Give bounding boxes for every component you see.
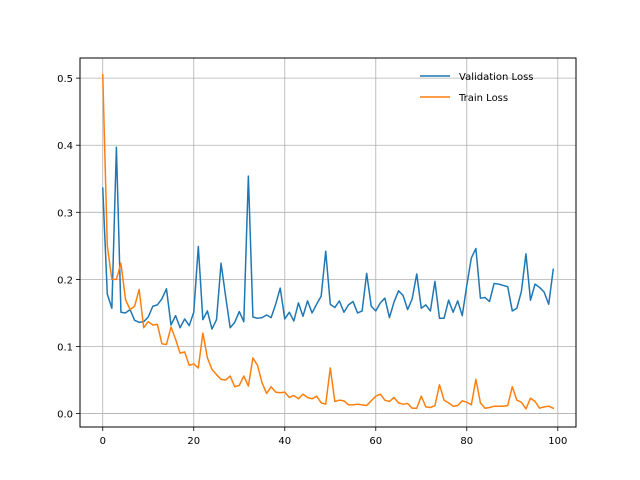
x-tick-label: 0 bbox=[100, 436, 106, 447]
series-line-train-loss bbox=[101, 74, 555, 410]
series-line-validation-loss bbox=[101, 146, 555, 330]
axes: 0 20 40 60 80 100 0.0 0.1 0.2 0.3 0.4 0.5 bbox=[57, 74, 567, 447]
y-tick-label: 0.0 bbox=[57, 410, 73, 421]
plot-frame bbox=[79, 57, 577, 428]
legend-label-validation: Validation Loss bbox=[459, 72, 534, 83]
y-tick-label: 0.3 bbox=[57, 208, 73, 219]
y-tick-label: 0.5 bbox=[57, 74, 73, 85]
y-tick-label: 0.2 bbox=[57, 275, 73, 286]
y-tick-label: 0.4 bbox=[57, 141, 73, 152]
x-tick-label: 40 bbox=[278, 436, 291, 447]
series-lines bbox=[101, 74, 555, 410]
x-tick-label: 20 bbox=[187, 436, 200, 447]
legend: Validation Loss Train Loss bbox=[420, 72, 534, 104]
y-tick-label: 0.1 bbox=[57, 342, 73, 353]
legend-label-train: Train Loss bbox=[458, 93, 508, 104]
x-tick-label: 60 bbox=[369, 436, 382, 447]
x-tick-label: 80 bbox=[460, 436, 473, 447]
x-tick-label: 100 bbox=[548, 436, 567, 447]
